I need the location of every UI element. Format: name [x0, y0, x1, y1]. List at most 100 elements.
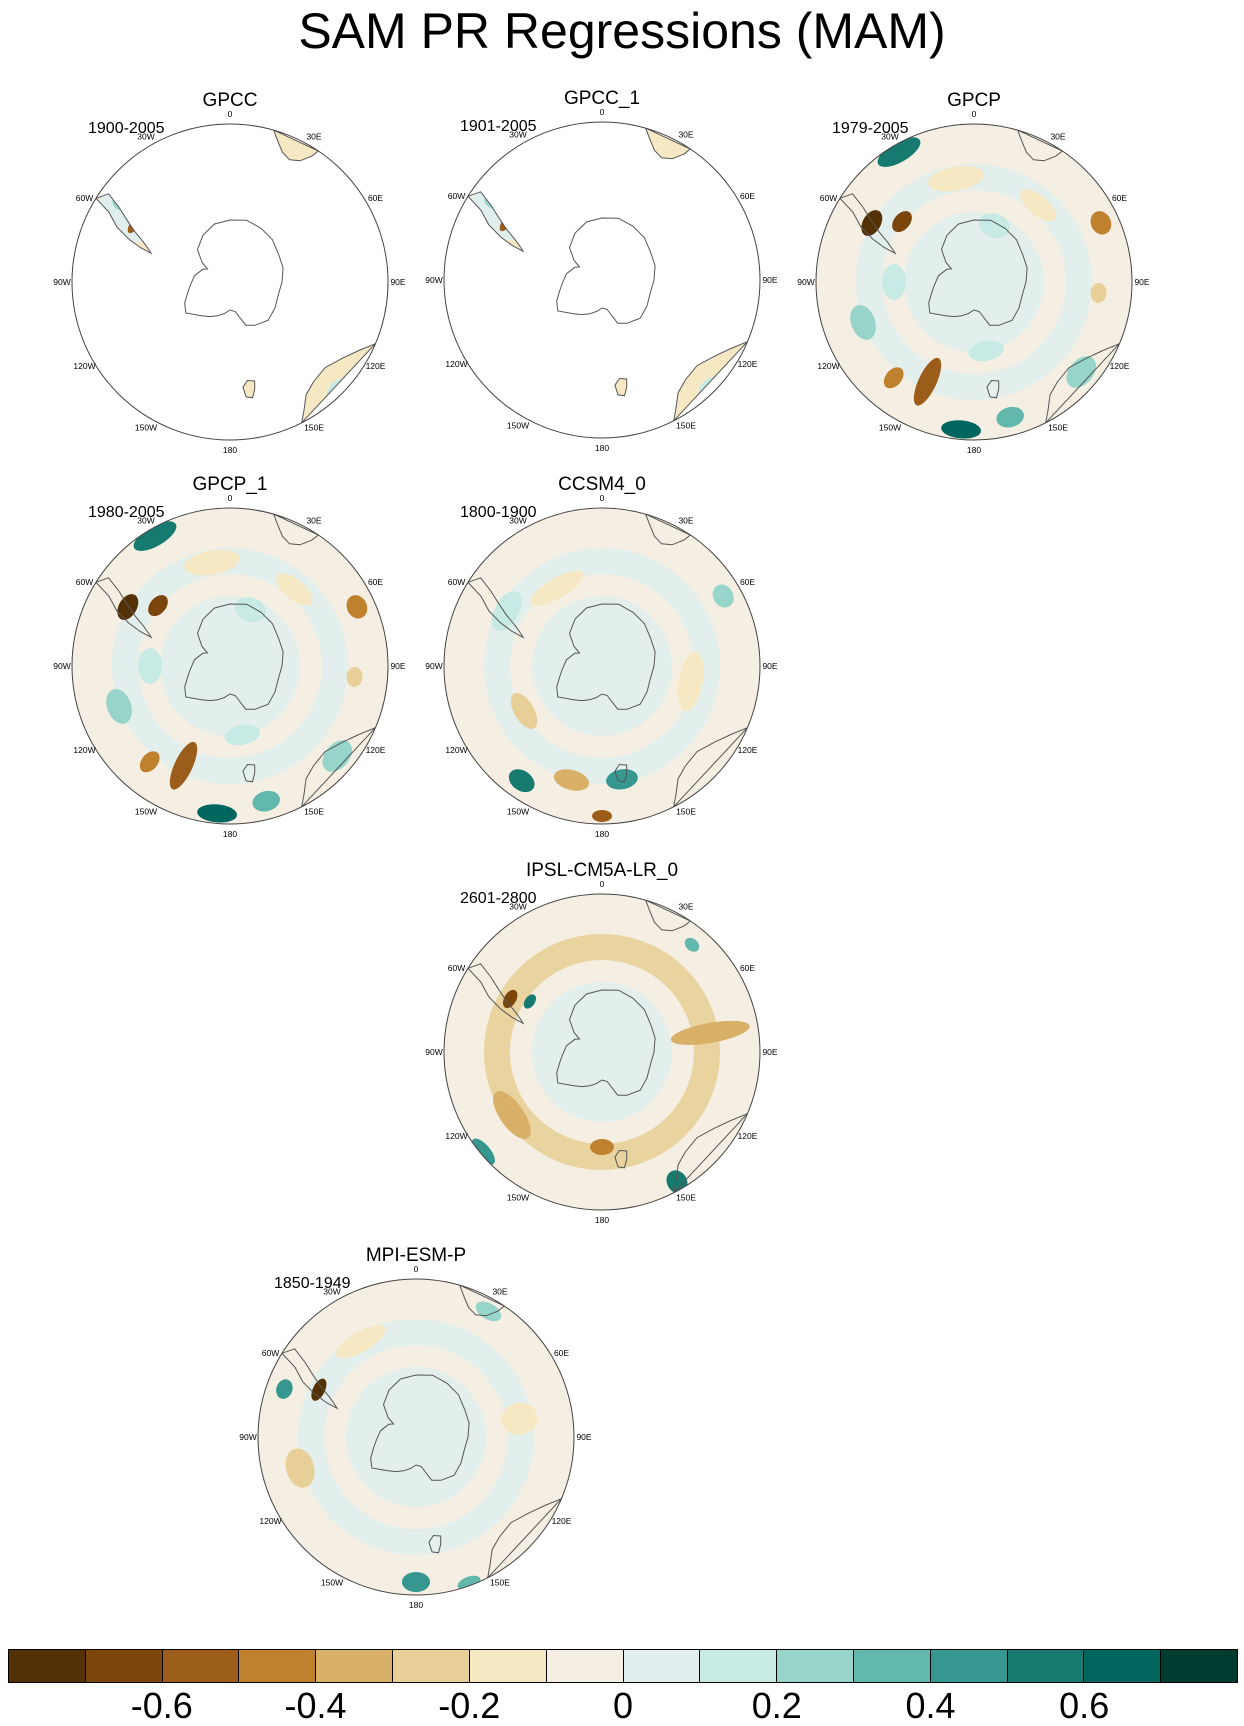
polar-map-ipsl-cm5a-lr-0: 0 30E 60E 90E 120E 150E 180 150W 120W 90W 60W 30W — [425, 879, 778, 1225]
colorbar-tick-label: -0.6 — [130, 1685, 193, 1726]
colorbar-tick-label: -0.2 — [438, 1685, 501, 1726]
regression-blob — [502, 989, 518, 1009]
map-panel-gpcp-1: GPCP_1 1980-2005 0 30E 60E 90E 120E 150E 180 15… — [50, 474, 410, 839]
polar-map-gpcc-1: 0 30E 60E 90E 120E 150E 180 150W 120W 90W 60W 30W — [425, 107, 778, 453]
longitude-label: 60W — [262, 1348, 279, 1358]
longitude-label: 30E — [1050, 132, 1065, 142]
continent-coastline — [300, 343, 376, 425]
regression-blob — [1090, 211, 1112, 235]
map-boundary — [71, 507, 389, 825]
longitude-label: 30W — [137, 516, 154, 526]
longitude-label: 90E — [390, 277, 405, 287]
longitude-label: 150E — [676, 1193, 696, 1203]
continent-coastline — [95, 577, 153, 639]
longitude-label: 120E — [738, 359, 758, 369]
regression-blob — [712, 584, 734, 608]
continent-coastline — [644, 513, 692, 546]
panel-period: 1980-2005 — [88, 504, 165, 521]
longitude-label: 90E — [762, 661, 777, 671]
regression-blob — [475, 1301, 502, 1322]
antarctica-coastline — [184, 219, 284, 326]
regression-blob — [508, 769, 535, 793]
regression-blob — [493, 1091, 531, 1140]
longitude-label: 180 — [595, 829, 609, 839]
longitude-label: 120E — [552, 1516, 572, 1526]
colorbar-swatch — [316, 1650, 394, 1682]
longitude-label: 150E — [676, 421, 696, 431]
colorbar-tick-label: 0.6 — [1059, 1685, 1110, 1726]
colorbar-labels: -0.6 -0.4 -0.2 0 0.2 0.4 0.6 — [0, 1686, 1244, 1726]
longitude-label: 150E — [304, 423, 324, 433]
regression-blob — [402, 1572, 430, 1592]
regression-blob — [670, 1020, 750, 1045]
longitude-label: 120W — [445, 745, 467, 755]
continent-coastline — [300, 727, 376, 809]
regression-blob — [996, 406, 1024, 428]
continent-coastline — [839, 193, 897, 255]
continent-coastline — [672, 341, 748, 423]
longitude-label: 120E — [366, 361, 386, 371]
regression-blob — [877, 137, 921, 167]
longitude-label: 30W — [137, 132, 154, 142]
longitude-label: 0 — [972, 109, 977, 119]
polar-map-gpcp-1: 0 30E 60E 90E 120E 150E 180 150W 120W 90W 60W 30W — [53, 493, 406, 839]
regression-blob — [677, 651, 704, 712]
colorbar-swatch — [393, 1650, 470, 1682]
regression-blob — [346, 595, 368, 619]
continent-coastline — [614, 763, 628, 783]
colorbar-tick-label: -0.4 — [284, 1685, 347, 1726]
antarctica-coastline — [928, 219, 1028, 326]
antarctica-coastline — [370, 1374, 470, 1481]
longitude-label: 150W — [321, 1578, 343, 1588]
longitude-label: 0 — [414, 1264, 419, 1274]
continent-coastline — [281, 1348, 339, 1410]
longitude-label: 30W — [323, 1287, 340, 1297]
map-panel-ipsl-cm5a-lr-0: IPSL-CM5A-LR_0 2601-2800 0 30E 60E 90E 120E 1… — [422, 860, 782, 1225]
regression-blob — [346, 666, 363, 687]
colorbar-swatch — [1007, 1650, 1085, 1682]
longitude-label: 120W — [73, 361, 95, 371]
longitude-label: 90W — [425, 275, 442, 285]
antarctica-coastline — [556, 603, 656, 710]
longitude-label: 60W — [76, 577, 93, 587]
polar-map-gpcp: 0 30E 60E 90E 120E 150E 180 150W 120W 90W 60W 30W — [797, 109, 1150, 455]
longitude-label: 60E — [554, 1348, 569, 1358]
longitude-label: 180 — [595, 443, 609, 453]
longitude-label: 30E — [678, 516, 693, 526]
colorbar-swatch — [623, 1650, 701, 1682]
longitude-label: 0 — [228, 109, 233, 119]
antarctica-coastline — [556, 217, 656, 324]
longitude-label: 120W — [817, 361, 839, 371]
map-panel-gpcp: GPCP 1979-2005 0 30E 60E 90E 120E 150E 180 150W… — [794, 90, 1154, 455]
longitude-label: 150W — [879, 423, 901, 433]
panel-title: GPCC_1 — [563, 88, 641, 109]
longitude-label: 60W — [76, 193, 93, 203]
longitude-label: 90E — [1134, 277, 1149, 287]
longitude-label: 90E — [762, 275, 777, 285]
continent-coastline — [986, 379, 1000, 399]
regression-blob — [148, 595, 168, 617]
longitude-label: 30E — [306, 516, 321, 526]
regression-blob — [1090, 282, 1107, 303]
map-panel-ccsm4-0: CCSM4_0 1800-1900 0 30E 60E 90E 120E 150E 180 1… — [422, 474, 782, 839]
longitude-label: 60W — [820, 193, 837, 203]
regression-blob — [293, 145, 306, 158]
map-boundary — [71, 123, 389, 441]
longitude-label: 150W — [507, 421, 529, 431]
panel-title: GPCP_1 — [192, 474, 268, 495]
regression-blob — [311, 1378, 327, 1401]
colorbar-swatch — [700, 1650, 778, 1682]
colorbar-tick-label: 0 — [612, 1685, 634, 1726]
panel-title: GPCC — [202, 90, 258, 111]
colorbar-swatch — [85, 1650, 163, 1682]
regression-blob — [530, 570, 584, 606]
longitude-label: 120W — [445, 1131, 467, 1141]
regression-blob — [913, 357, 942, 406]
continent-coastline — [458, 1284, 506, 1317]
panel-period: 1901-2005 — [460, 118, 537, 135]
regression-blob — [1066, 356, 1096, 388]
continent-coastline — [272, 513, 320, 546]
colorbar-swatch — [9, 1650, 86, 1682]
regression-blob — [892, 211, 912, 233]
longitude-label: 0 — [228, 493, 233, 503]
